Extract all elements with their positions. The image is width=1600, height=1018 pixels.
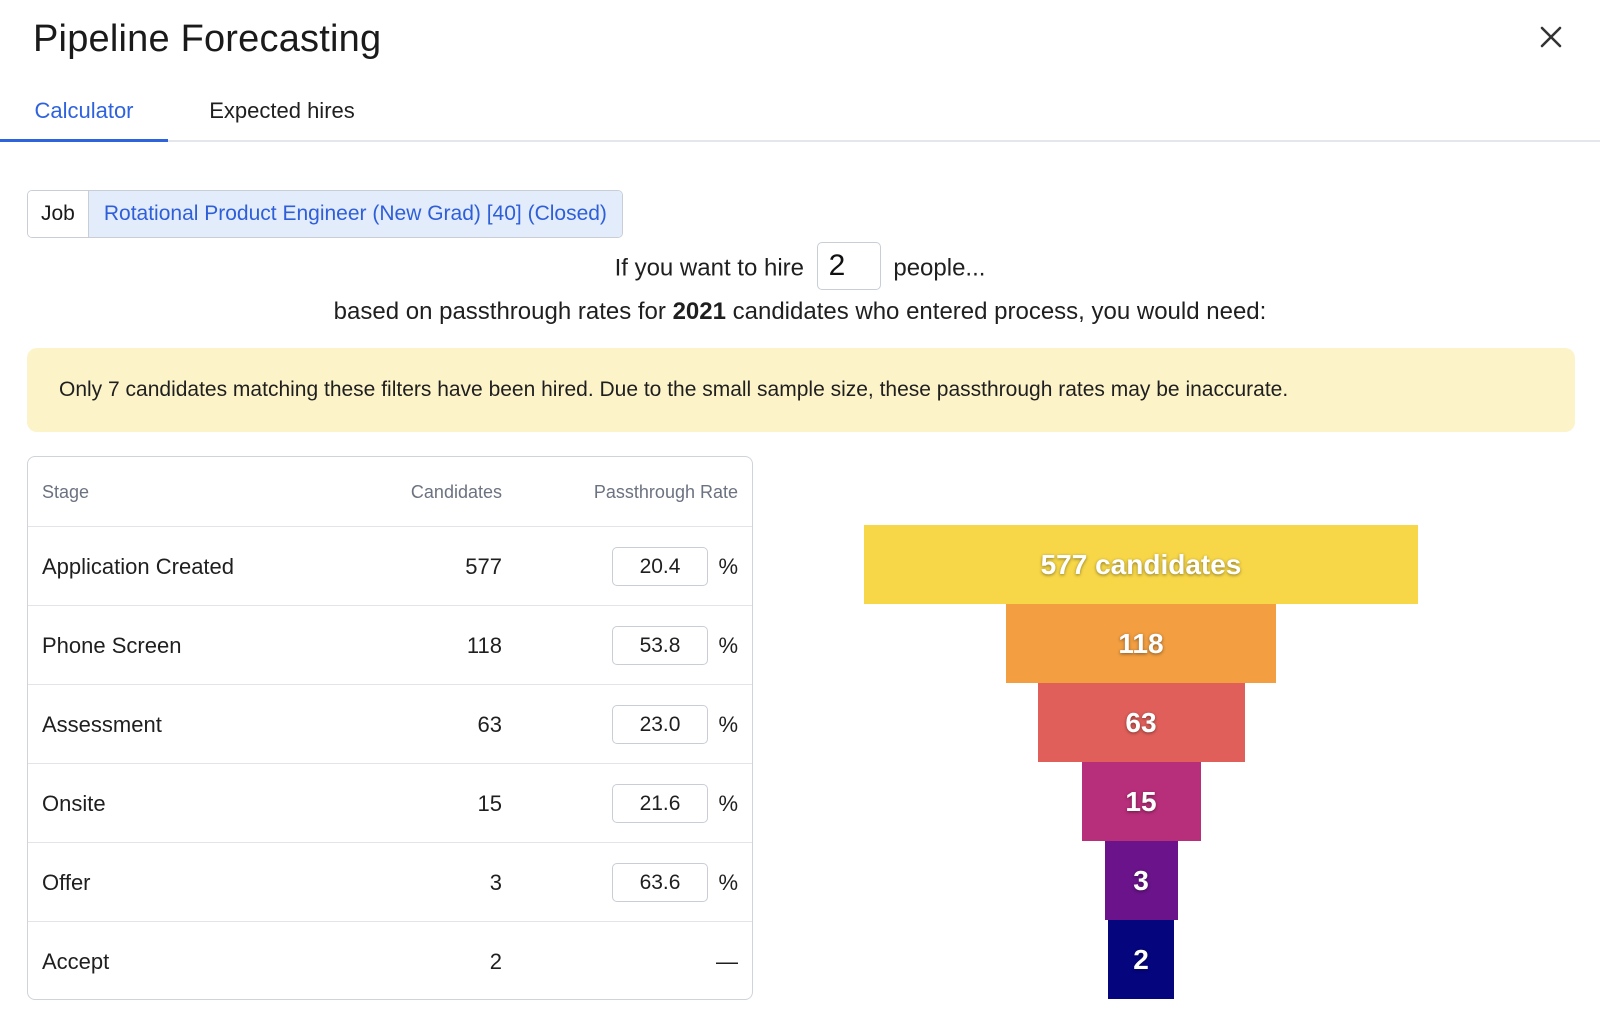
- passthrough-rate-input[interactable]: 53.8: [612, 626, 708, 665]
- table-row: Phone Screen 118 53.8 %: [28, 606, 752, 685]
- header-stage: Stage: [42, 482, 90, 502]
- job-filter[interactable]: Job Rotational Product Engineer (New Gra…: [27, 190, 623, 238]
- stage-name: Application Created: [42, 554, 235, 579]
- header-passthrough-rate: Passthrough Rate: [593, 482, 738, 502]
- funnel-bar: 2: [1108, 920, 1174, 999]
- hire-goal-prefix: If you want to hire: [614, 254, 804, 282]
- percent-sign: %: [718, 870, 738, 895]
- percent-sign: %: [718, 791, 738, 816]
- hire-goal-line: If you want to hire 2 people...: [0, 242, 1600, 293]
- table-row: Application Created 577 20.4 %: [28, 527, 752, 606]
- stage-name: Phone Screen: [42, 633, 182, 658]
- funnel-bar: 118: [1006, 604, 1276, 683]
- candidate-count: 577: [465, 554, 502, 579]
- close-button[interactable]: [1536, 22, 1566, 52]
- percent-sign: %: [718, 554, 738, 579]
- table-header: Stage Candidates Passthrough Rate: [28, 457, 752, 527]
- modal-title: Pipeline Forecasting: [33, 18, 382, 60]
- stage-name: Onsite: [42, 791, 106, 816]
- passthrough-rate-input[interactable]: 21.6: [612, 784, 708, 823]
- hire-goal-suffix: people...: [893, 254, 986, 282]
- candidate-count: 2: [489, 949, 502, 974]
- funnel-bar: 15: [1081, 762, 1201, 841]
- stage-name: Offer: [42, 870, 91, 895]
- passthrough-table: Stage Candidates Passthrough Rate Applic…: [27, 456, 753, 1000]
- percent-sign: %: [718, 712, 738, 737]
- candidate-count: 15: [477, 791, 502, 816]
- header-candidates: Candidates: [410, 482, 502, 502]
- basis-line: based on passthrough rates for 2021 cand…: [0, 298, 1600, 326]
- basis-suffix: candidates who entered process, you woul…: [732, 298, 1267, 325]
- table-row: Assessment 63 23.0 %: [28, 685, 752, 764]
- table-row: Onsite 15 21.6 %: [28, 764, 752, 843]
- funnel-bar: 577 candidates: [864, 525, 1418, 604]
- hire-count-input[interactable]: 2: [816, 242, 881, 290]
- tab-expected-hires[interactable]: Expected hires: [209, 98, 355, 123]
- passthrough-rate-input[interactable]: 63.6: [612, 863, 708, 902]
- passthrough-rate-input[interactable]: 23.0: [612, 705, 708, 744]
- candidate-count: 118: [466, 633, 502, 658]
- no-rate-dash: —: [716, 949, 738, 974]
- basis-prefix: based on passthrough rates for: [333, 298, 666, 325]
- basis-count: 2021: [672, 298, 726, 325]
- job-filter-value[interactable]: Rotational Product Engineer (New Grad) […: [88, 191, 622, 237]
- candidate-count: 63: [477, 712, 502, 737]
- stage-name: Accept: [42, 949, 110, 974]
- table-row: Accept 2 —: [28, 922, 752, 999]
- table-row: Offer 3 63.6 %: [28, 843, 752, 922]
- candidate-count: 3: [489, 870, 502, 895]
- funnel-bar: 63: [1037, 683, 1245, 762]
- passthrough-rate-input[interactable]: 20.4: [612, 547, 708, 586]
- percent-sign: %: [718, 633, 738, 658]
- pipeline-funnel-chart: 577 candidates 118 63 15 3 2: [760, 525, 1600, 1000]
- tab-calculator[interactable]: Calculator: [0, 84, 168, 142]
- tab-bar: Calculator Expected hires: [0, 84, 1600, 142]
- stage-name: Assessment: [42, 712, 162, 737]
- funnel-bar: 3: [1104, 841, 1178, 920]
- sample-size-warning: Only 7 candidates matching these filters…: [27, 348, 1575, 432]
- close-icon: [1540, 26, 1562, 48]
- job-filter-label: Job: [28, 191, 89, 237]
